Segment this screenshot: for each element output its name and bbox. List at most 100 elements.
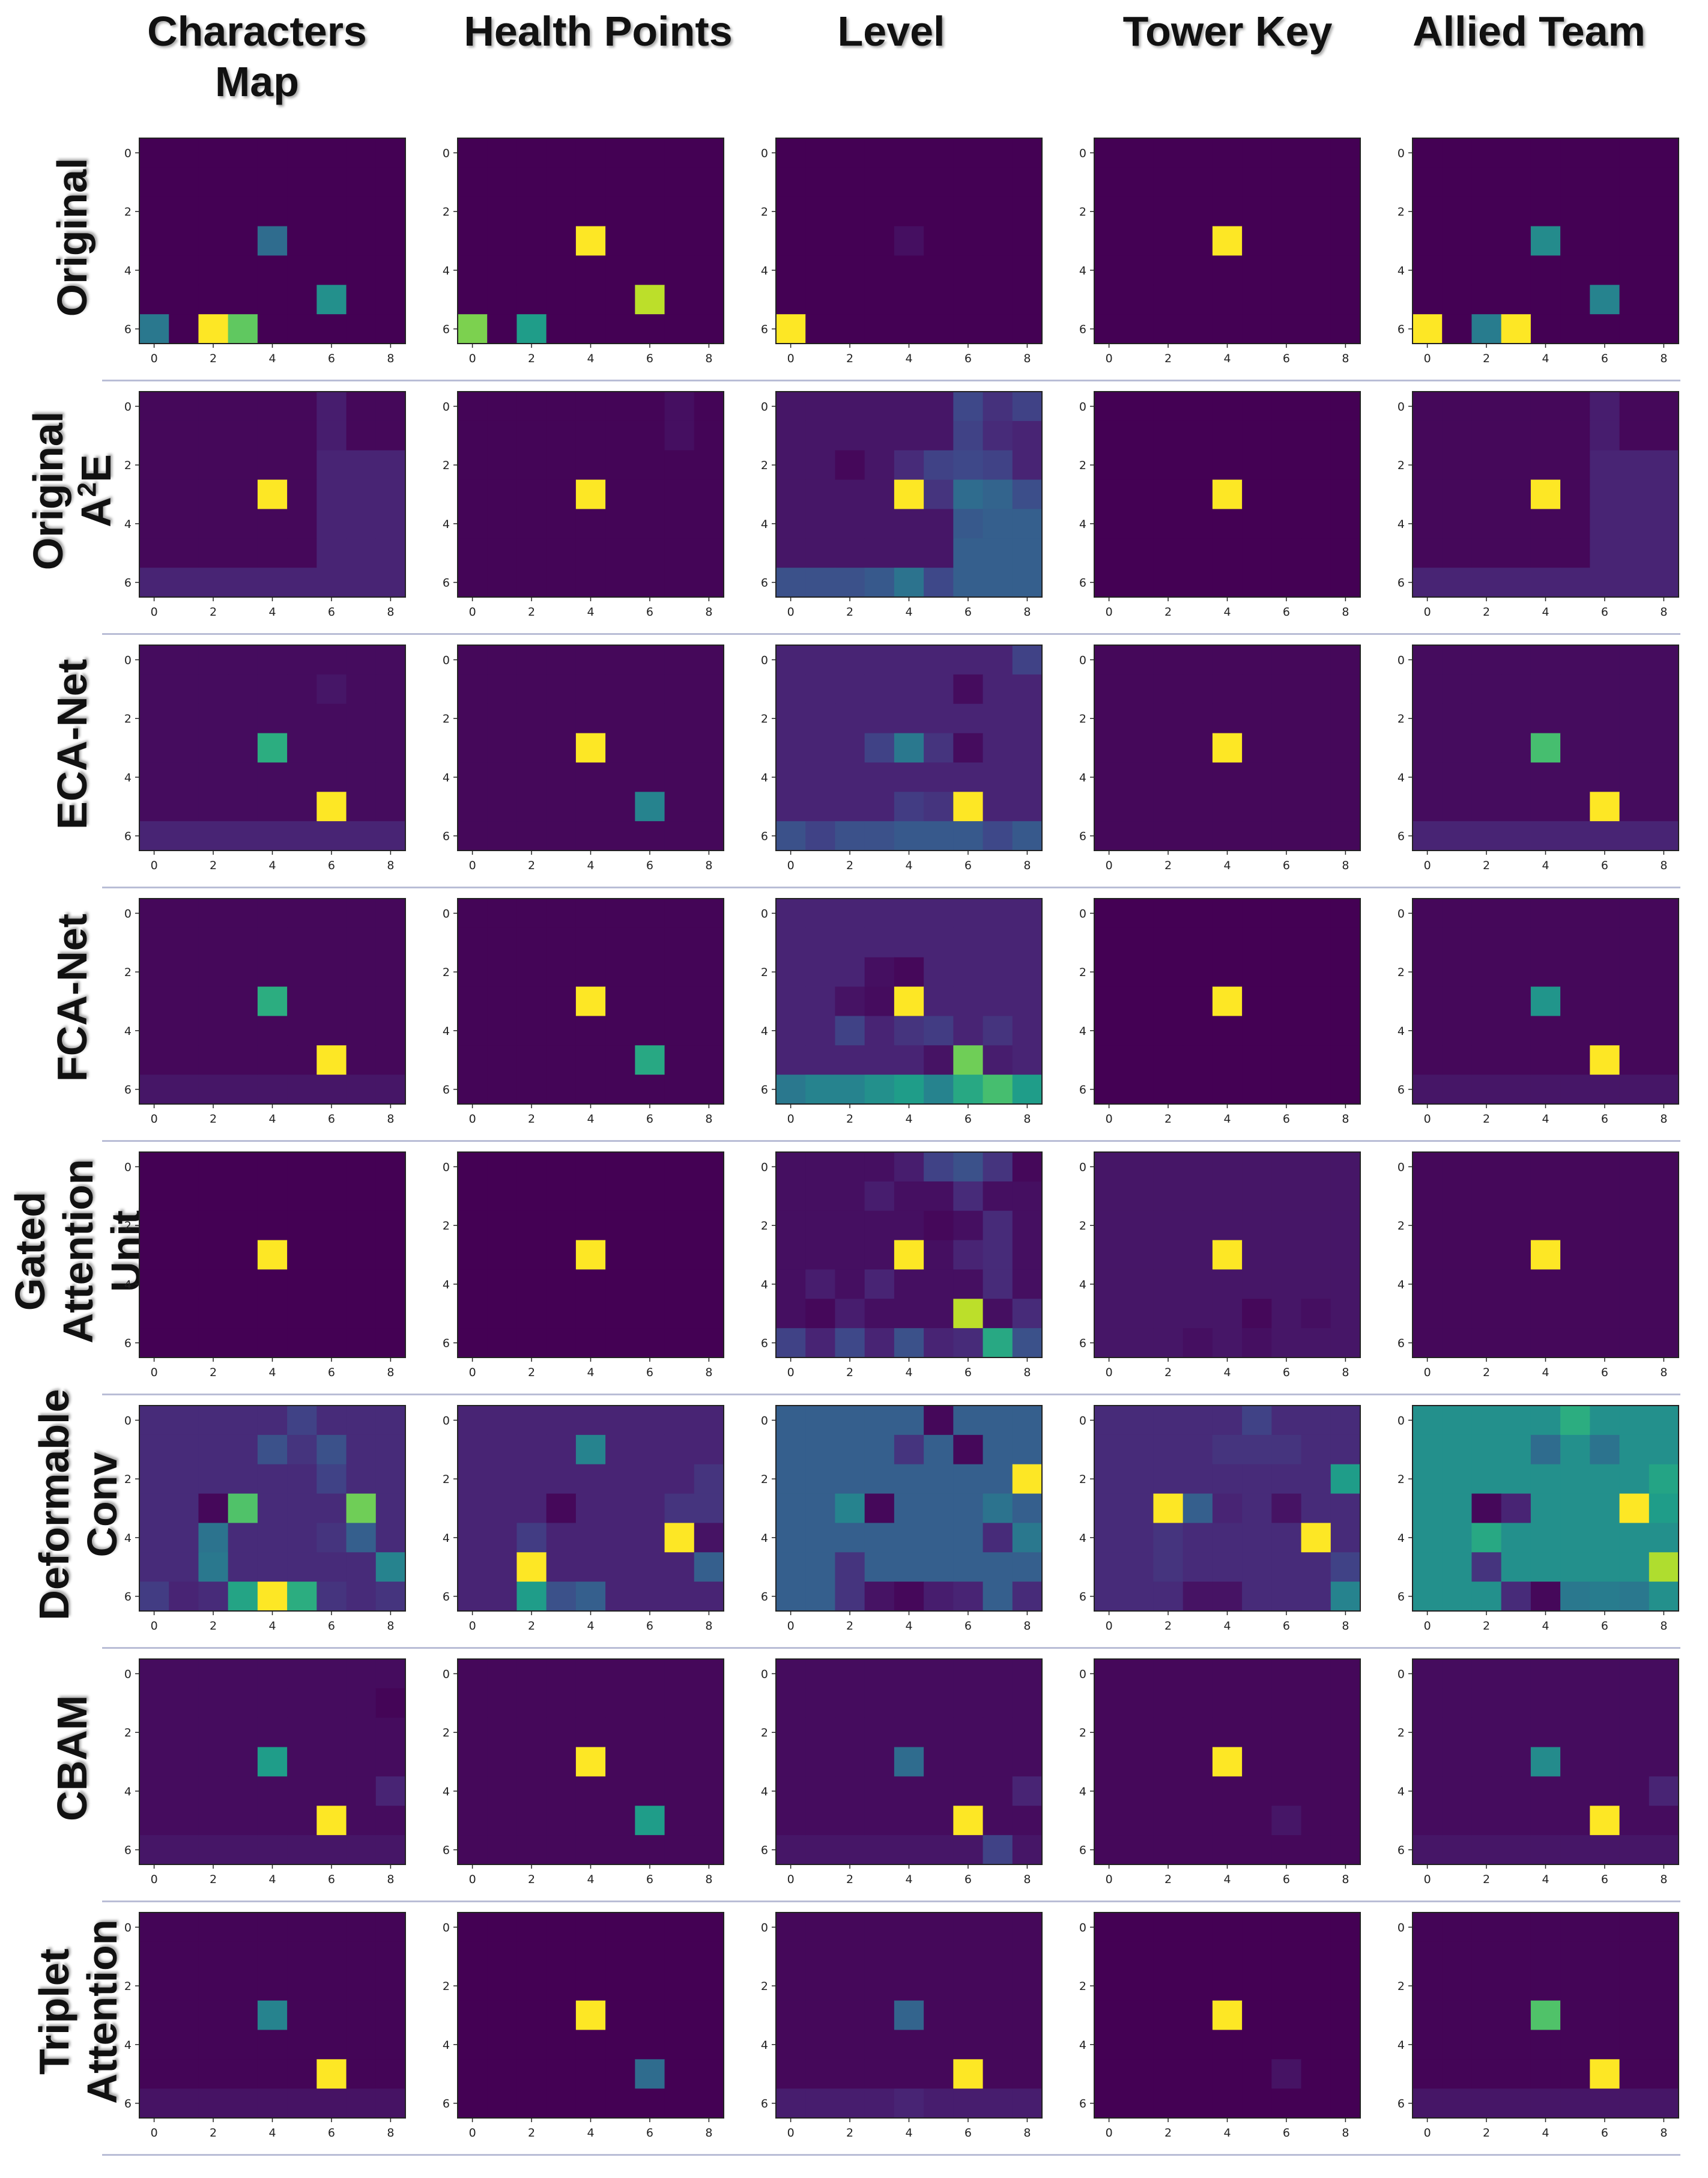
heatmap-cell <box>375 226 406 256</box>
heatmap-cell <box>169 226 199 256</box>
heatmap-cell <box>1560 1464 1590 1494</box>
heatmap-cell <box>953 986 984 1017</box>
heatmap-cell <box>198 1181 229 1212</box>
heatmap-cell <box>198 1464 229 1494</box>
heatmap-cell <box>1301 509 1331 539</box>
heatmap-cell <box>346 420 377 451</box>
heatmap-cell <box>1649 899 1679 929</box>
heatmap-cell <box>1442 226 1473 256</box>
heatmap-cell <box>1212 792 1243 822</box>
heatmap-cell <box>983 733 1013 763</box>
heatmap-cell <box>1212 138 1243 168</box>
heatmap-cell <box>287 2059 317 2089</box>
heatmap-cell <box>516 986 547 1017</box>
heatmap-cell <box>316 1075 347 1105</box>
heatmap-cell <box>1442 450 1473 481</box>
heatmap-cell <box>458 568 488 598</box>
heatmap-cell <box>894 167 924 198</box>
y-tick-label: 0 <box>1398 907 1405 920</box>
heatmap-cell <box>139 538 169 568</box>
heatmap-cell <box>605 450 635 481</box>
heatmap-cell <box>516 568 547 598</box>
heatmap-cell <box>1242 733 1272 763</box>
heatmap-cell <box>1242 392 1272 422</box>
heatmap-cell <box>635 733 665 763</box>
heatmap-cell <box>776 1406 806 1436</box>
heatmap-cell <box>1560 1659 1590 1689</box>
y-tick-label: 2 <box>124 712 132 726</box>
heatmap-cell <box>776 957 806 987</box>
heatmap-cell <box>1501 1269 1531 1299</box>
y-tick-label: 4 <box>124 264 132 278</box>
heatmap-cell <box>1442 479 1473 510</box>
heatmap-cell <box>1471 1688 1502 1718</box>
heatmap-cell <box>953 899 984 929</box>
heatmap-cell <box>1301 1299 1331 1329</box>
heatmap-cell <box>257 568 288 598</box>
heatmap-cell <box>1153 703 1184 734</box>
heatmap-cell <box>694 957 724 987</box>
heatmap-cell <box>664 1016 695 1046</box>
heatmap-cell <box>316 2089 347 2119</box>
y-tick-label: 0 <box>124 654 132 667</box>
heatmap-cell <box>1471 167 1502 198</box>
heatmap-cell <box>1590 479 1620 510</box>
heatmap-cell <box>1183 196 1213 227</box>
heatmap-cell <box>228 733 258 763</box>
heatmap-cell <box>953 167 984 198</box>
heatmap-cell <box>664 645 695 675</box>
heatmap-cell <box>864 1045 895 1075</box>
x-tick-label: 4 <box>587 1619 594 1633</box>
heatmap-cell <box>1330 1747 1361 1777</box>
heatmap-cell <box>1212 1240 1243 1270</box>
heatmap-cell <box>169 1016 199 1046</box>
y-tick-label: 6 <box>1079 323 1086 336</box>
heatmap-cell <box>198 1659 229 1689</box>
heatmap-cell <box>228 1582 258 1612</box>
heatmap-cell <box>1530 1328 1561 1358</box>
heatmap-cell <box>1301 285 1331 315</box>
y-tick-label: 2 <box>761 1726 768 1740</box>
heatmap-cell <box>1242 899 1272 929</box>
x-tick-label: 2 <box>528 2126 535 2140</box>
heatmap-cell <box>169 167 199 198</box>
heatmap-cell <box>139 2000 169 2031</box>
x-tick-label: 0 <box>1106 1873 1113 1886</box>
heatmap-cell <box>1501 1659 1531 1689</box>
heatmap-cell <box>953 1016 984 1046</box>
heatmap-cell <box>375 538 406 568</box>
heatmap-cell <box>953 2000 984 2031</box>
y-tick-label: 0 <box>761 400 768 413</box>
y-tick-label: 4 <box>443 771 450 784</box>
heatmap-cell <box>924 450 954 481</box>
heatmap-cell <box>1271 1688 1302 1718</box>
heatmap-cell <box>1271 479 1302 510</box>
heatmap-cell <box>694 1835 724 1865</box>
heatmap-cell <box>1413 1181 1443 1212</box>
heatmap-cell <box>1153 167 1184 198</box>
heatmap-cell <box>1301 899 1331 929</box>
heatmap-cell <box>1530 821 1561 851</box>
heatmap-cell <box>1619 538 1650 568</box>
heatmap-cell <box>198 792 229 822</box>
heatmap-cell <box>1560 2030 1590 2060</box>
heatmap-cell <box>1530 1552 1561 1582</box>
heatmap-cell <box>1649 2089 1679 2119</box>
heatmap-cell <box>1649 1688 1679 1718</box>
heatmap-cell <box>983 986 1013 1017</box>
heatmap-cell <box>575 821 606 851</box>
heatmap-cell <box>805 314 836 344</box>
heatmap-cell <box>1271 314 1302 344</box>
heatmap-cell <box>1330 2059 1361 2089</box>
heatmap-cell <box>1530 986 1561 1017</box>
heatmap-cell <box>1124 674 1154 705</box>
heatmap-cell <box>458 196 488 227</box>
heatmap-cell <box>605 703 635 734</box>
heatmap-cell <box>605 957 635 987</box>
heatmap-cell <box>864 1328 895 1358</box>
heatmap-cell <box>1271 1523 1302 1553</box>
heatmap-cell <box>924 703 954 734</box>
heatmap-cell <box>805 674 836 705</box>
heatmap-cell <box>516 538 547 568</box>
